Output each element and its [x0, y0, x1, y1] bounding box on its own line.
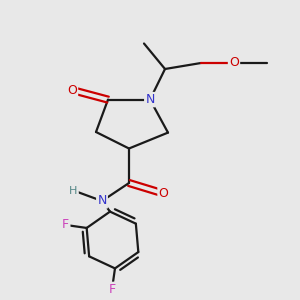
Text: N: N	[97, 194, 107, 208]
Text: F: F	[62, 218, 69, 232]
Text: H: H	[69, 185, 78, 196]
Text: F: F	[108, 283, 116, 296]
Text: O: O	[159, 187, 168, 200]
Text: O: O	[229, 56, 239, 70]
Text: O: O	[67, 83, 77, 97]
Text: N: N	[145, 93, 155, 106]
